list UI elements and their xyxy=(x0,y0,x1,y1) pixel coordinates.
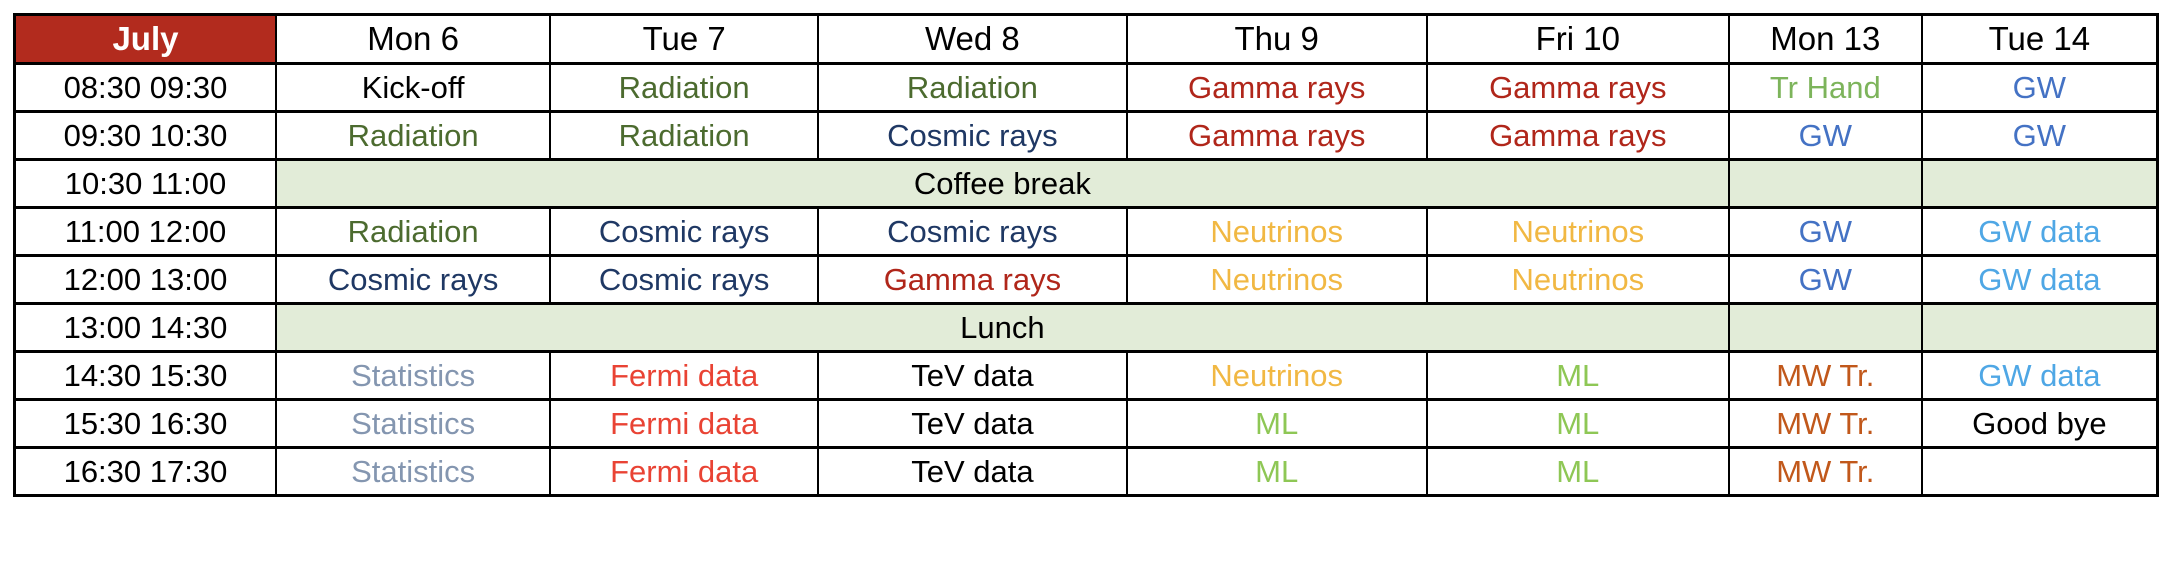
day-header-cell: Fri 10 xyxy=(1425,13,1730,65)
schedule-row: 09:30 10:30 Radiation Radiation Cosmic rays… xyxy=(13,110,2159,161)
month-header-cell: July xyxy=(13,13,277,65)
session-cell: Gamma rays xyxy=(1425,110,1730,161)
schedule-row: 11:00 12:00 Radiation Cosmic rays Cosmic ra… xyxy=(13,206,2159,257)
session-cell: TeV data xyxy=(817,350,1128,401)
session-cell: Neutrinos xyxy=(1425,206,1730,257)
schedule-row: 08:30 09:30 Kick-off Radiation Radiation Gam… xyxy=(13,62,2159,113)
session-cell: Fermi data xyxy=(549,398,820,449)
break-row: 10:30 11:00 Coffee break xyxy=(13,158,2159,209)
session-cell xyxy=(1920,446,2159,497)
session-cell: TeV data xyxy=(817,446,1128,497)
day-header-cell: Tue 14 xyxy=(1920,13,2159,65)
session-cell: Radiation xyxy=(549,62,820,113)
session-cell: Cosmic rays xyxy=(817,110,1128,161)
day-header-cell: Mon 6 xyxy=(274,13,552,65)
session-cell: Cosmic rays xyxy=(549,254,820,305)
session-cell: Gamma rays xyxy=(1125,110,1428,161)
session-cell: Radiation xyxy=(549,110,820,161)
session-cell: Cosmic rays xyxy=(549,206,820,257)
session-cell: Cosmic rays xyxy=(817,206,1128,257)
session-cell: Neutrinos xyxy=(1125,350,1428,401)
schedule-row: 15:30 16:30 Statistics Fermi data TeV data M… xyxy=(13,398,2159,449)
time-slot-cell: 14:30 15:30 xyxy=(13,350,277,401)
session-cell: Gamma rays xyxy=(1425,62,1730,113)
session-cell: MW Tr. xyxy=(1727,350,1923,401)
session-cell: GW xyxy=(1727,254,1923,305)
time-slot-cell: 16:30 17:30 xyxy=(13,446,277,497)
session-cell: TeV data xyxy=(817,398,1128,449)
time-slot-cell: 10:30 11:00 xyxy=(13,158,277,209)
session-cell: ML xyxy=(1125,398,1428,449)
session-cell: Radiation xyxy=(274,206,552,257)
session-cell: ML xyxy=(1125,446,1428,497)
day-header-cell: Tue 7 xyxy=(549,13,820,65)
schedule-table: July Mon 6 Tue 7 Wed 8 Thu 9 Fri 10 Mon … xyxy=(13,13,2159,497)
session-cell: Kick-off xyxy=(274,62,552,113)
break-filler-cell xyxy=(1727,158,1923,209)
day-header-cell: Wed 8 xyxy=(817,13,1128,65)
schedule-row: 14:30 15:30 Statistics Fermi data TeV data N… xyxy=(13,350,2159,401)
session-cell: Neutrinos xyxy=(1425,254,1730,305)
break-filler-cell xyxy=(1920,158,2159,209)
day-header-cell: Thu 9 xyxy=(1125,13,1428,65)
time-slot-cell: 11:00 12:00 xyxy=(13,206,277,257)
session-cell: MW Tr. xyxy=(1727,446,1923,497)
time-slot-cell: 08:30 09:30 xyxy=(13,62,277,113)
break-row: 13:00 14:30 Lunch xyxy=(13,302,2159,353)
break-filler-cell xyxy=(1920,302,2159,353)
break-label-cell: Lunch xyxy=(274,302,1730,353)
session-cell: Statistics xyxy=(274,350,552,401)
session-cell: GW data xyxy=(1920,350,2159,401)
session-cell: Radiation xyxy=(274,110,552,161)
session-cell: Cosmic rays xyxy=(274,254,552,305)
session-cell: GW xyxy=(1727,206,1923,257)
header-row: July Mon 6 Tue 7 Wed 8 Thu 9 Fri 10 Mon … xyxy=(13,13,2159,65)
session-cell: Statistics xyxy=(274,446,552,497)
session-cell: Neutrinos xyxy=(1125,254,1428,305)
time-slot-cell: 09:30 10:30 xyxy=(13,110,277,161)
session-cell: GW data xyxy=(1920,206,2159,257)
schedule-header: July Mon 6 Tue 7 Wed 8 Thu 9 Fri 10 Mon … xyxy=(13,13,2159,65)
session-cell: GW xyxy=(1727,110,1923,161)
page: July Mon 6 Tue 7 Wed 8 Thu 9 Fri 10 Mon … xyxy=(13,13,2159,497)
break-label-cell: Coffee break xyxy=(274,158,1730,209)
session-cell: Good bye xyxy=(1920,398,2159,449)
session-cell: Tr Hand xyxy=(1727,62,1923,113)
session-cell: GW data xyxy=(1920,254,2159,305)
session-cell: MW Tr. xyxy=(1727,398,1923,449)
session-cell: ML xyxy=(1425,398,1730,449)
time-slot-cell: 13:00 14:30 xyxy=(13,302,277,353)
schedule-body: 08:30 09:30 Kick-off Radiation Radiation Gam… xyxy=(13,62,2159,497)
session-cell: Gamma rays xyxy=(817,254,1128,305)
session-cell: ML xyxy=(1425,446,1730,497)
break-filler-cell xyxy=(1727,302,1923,353)
session-cell: Gamma rays xyxy=(1125,62,1428,113)
session-cell: ML xyxy=(1425,350,1730,401)
time-slot-cell: 12:00 13:00 xyxy=(13,254,277,305)
session-cell: GW xyxy=(1920,62,2159,113)
schedule-row: 12:00 13:00 Cosmic rays Cosmic rays Gamma r… xyxy=(13,254,2159,305)
session-cell: Fermi data xyxy=(549,446,820,497)
session-cell: Fermi data xyxy=(549,350,820,401)
session-cell: Statistics xyxy=(274,398,552,449)
session-cell: Radiation xyxy=(817,62,1128,113)
session-cell: Neutrinos xyxy=(1125,206,1428,257)
session-cell: GW xyxy=(1920,110,2159,161)
schedule-row: 16:30 17:30 Statistics Fermi data TeV data M… xyxy=(13,446,2159,497)
day-header-cell: Mon 13 xyxy=(1727,13,1923,65)
time-slot-cell: 15:30 16:30 xyxy=(13,398,277,449)
